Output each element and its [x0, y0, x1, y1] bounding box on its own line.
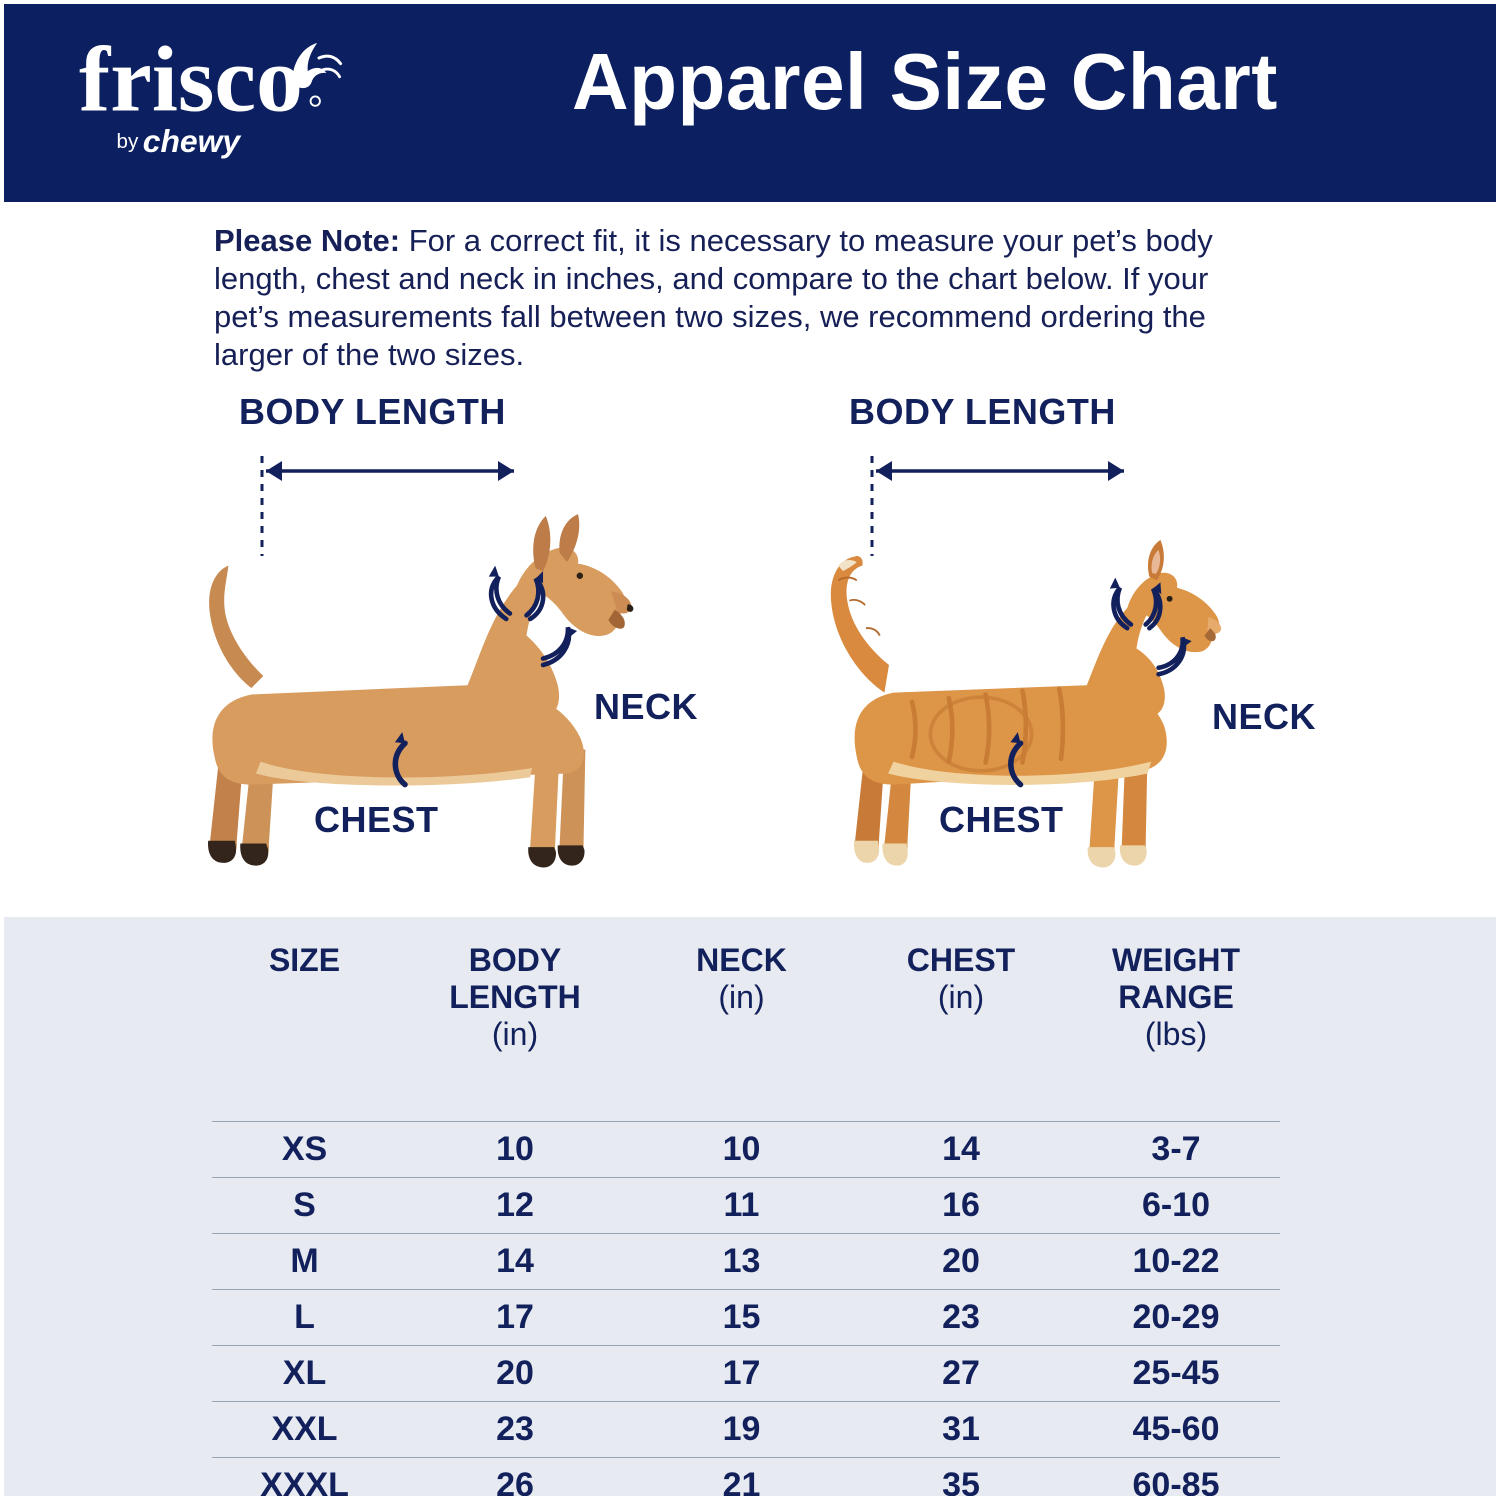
svg-text:frisco: frisco — [79, 28, 303, 132]
svg-text:chewy: chewy — [143, 123, 243, 159]
svg-text:by: by — [117, 130, 139, 153]
